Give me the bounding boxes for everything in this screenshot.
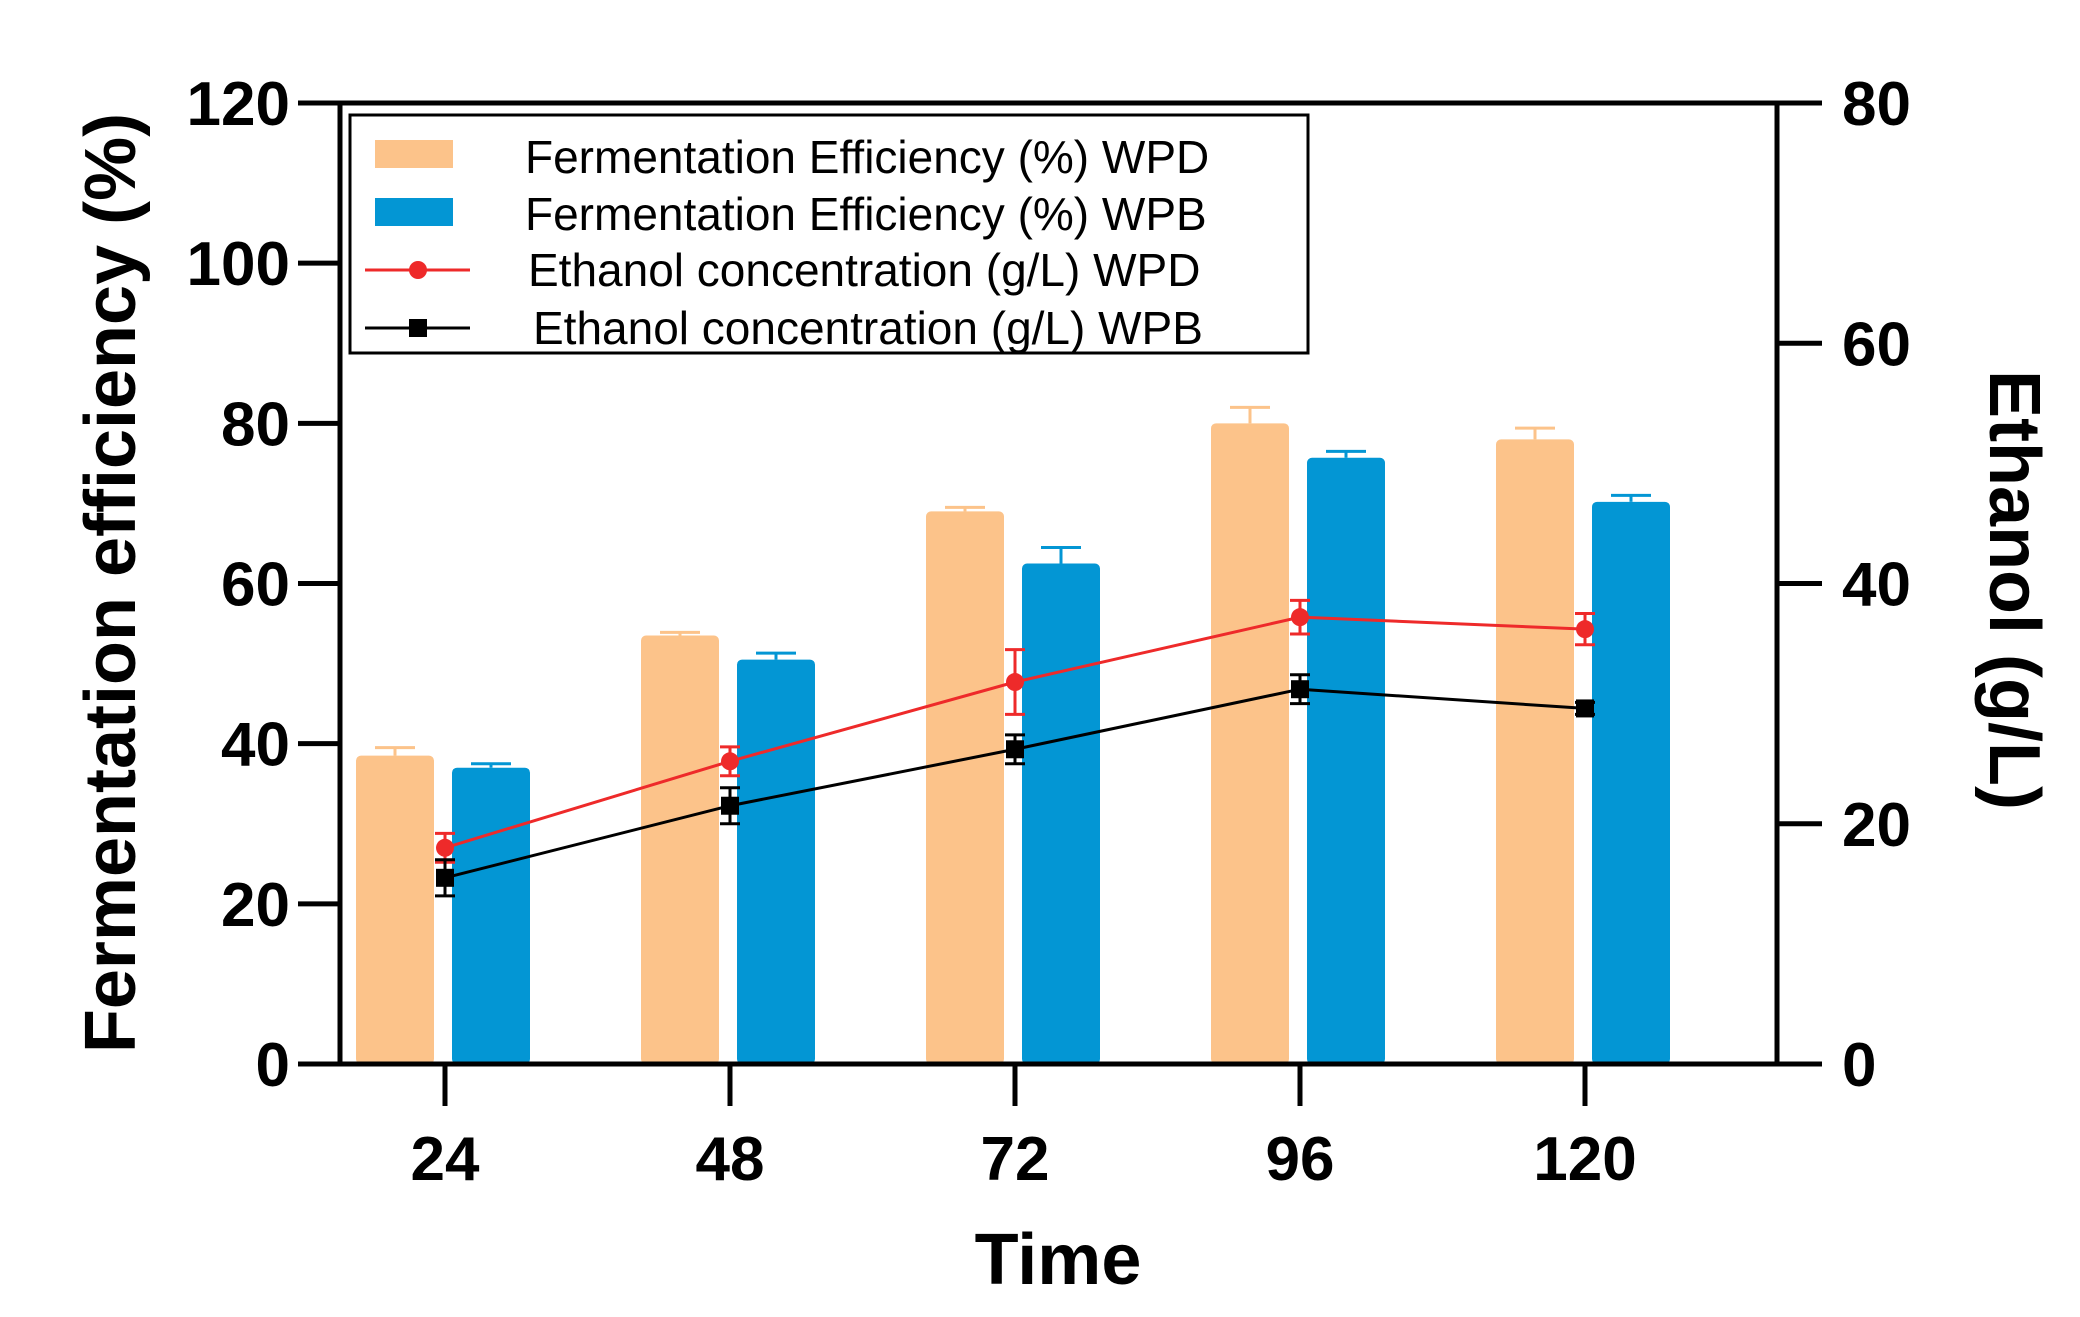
point-wpb-48 <box>721 796 739 815</box>
y-tick-label-0: 0 <box>256 1031 290 1100</box>
bar-wpd-120 <box>1496 439 1574 1065</box>
bar-wpd-24 <box>356 755 434 1064</box>
line-wpb <box>444 687 1586 880</box>
x-tick-label-24: 24 <box>411 1125 480 1194</box>
ticks-layer: 0 20 40 60 80 100 120 0 20 40 60 80 24 48 72 96 120 <box>187 70 1911 1194</box>
legend-box <box>348 113 1310 355</box>
y2-axis-title: Ethanol (g/L) <box>1974 370 2054 810</box>
legend-marker-wpb-line <box>409 319 427 337</box>
point-wpd-120 <box>1576 620 1594 639</box>
y2-tick-label-20: 20 <box>1842 791 1911 860</box>
x-tick-label-120: 120 <box>1533 1125 1636 1194</box>
bar-wpd-72 <box>926 511 1004 1064</box>
x-tick-label-48: 48 <box>696 1125 765 1194</box>
y2-tick-label-40: 40 <box>1842 551 1911 620</box>
y-tick-label-60: 60 <box>221 551 290 620</box>
point-wpb-120 <box>1576 699 1594 718</box>
y2-tick-label-60: 60 <box>1842 310 1911 379</box>
bar-wpb-96 <box>1307 457 1385 1064</box>
lines-layer <box>435 598 1595 898</box>
point-wpd-96 <box>1291 608 1309 627</box>
y2-tick-label-0: 0 <box>1842 1031 1876 1100</box>
point-wpd-48 <box>721 752 739 771</box>
x-tick-label-72: 72 <box>981 1125 1050 1194</box>
legend-marker-wpd-line <box>409 261 427 279</box>
point-wpd-72 <box>1006 673 1024 692</box>
legend-label-wpb-line: Ethanol concentration (g/L) WPB <box>533 302 1203 354</box>
point-wpb-96 <box>1291 680 1309 699</box>
legend-swatch-wpd-bar <box>375 140 453 168</box>
y2-tick-label-80: 80 <box>1842 70 1911 139</box>
legend-label-wpd-bar: Fermentation Efficiency (%) WPD <box>525 131 1209 183</box>
y-tick-label-80: 80 <box>221 390 290 459</box>
y-tick-label-100: 100 <box>187 230 290 299</box>
y-tick-label-40: 40 <box>221 711 290 780</box>
point-wpd-24 <box>436 838 454 857</box>
legend-label-wpd-line: Ethanol concentration (g/L) WPD <box>528 244 1200 296</box>
y-tick-label-20: 20 <box>221 871 290 940</box>
x-tick-label-96: 96 <box>1266 1125 1335 1194</box>
legend-swatch-wpb-bar <box>375 198 453 226</box>
y-axis-title: Fermentation efficiency (%) <box>71 113 151 1053</box>
bar-wpb-72 <box>1022 563 1100 1064</box>
legend: Fermentation Efficiency (%) WPD Fermenta… <box>348 113 1310 355</box>
bar-wpd-96 <box>1211 423 1289 1064</box>
bars-layer <box>356 405 1670 1065</box>
y-tick-label-120: 120 <box>187 70 290 139</box>
point-wpb-24 <box>436 868 454 887</box>
bar-wpb-48 <box>737 659 815 1064</box>
bar-wpb-120 <box>1592 501 1670 1064</box>
x-axis-title: Time <box>975 1220 1142 1300</box>
legend-label-wpb-bar: Fermentation Efficiency (%) WPB <box>525 188 1207 240</box>
bar-wpb-24 <box>452 767 530 1064</box>
bar-wpd-48 <box>641 635 719 1064</box>
point-wpb-72 <box>1006 740 1024 759</box>
